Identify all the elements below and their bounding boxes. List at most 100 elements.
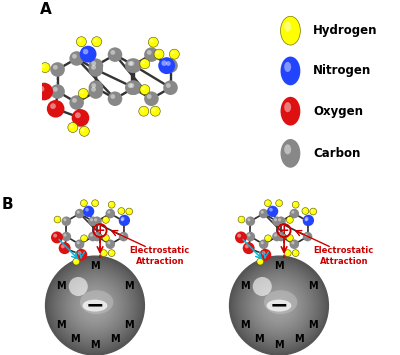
Circle shape: [260, 286, 298, 325]
Circle shape: [127, 209, 129, 212]
Circle shape: [74, 284, 116, 327]
Circle shape: [284, 250, 291, 257]
Circle shape: [63, 274, 126, 337]
Circle shape: [110, 251, 112, 253]
Circle shape: [102, 251, 104, 253]
Circle shape: [266, 201, 268, 203]
Circle shape: [91, 87, 96, 92]
Circle shape: [77, 211, 80, 214]
Circle shape: [264, 200, 271, 207]
Circle shape: [75, 286, 115, 325]
Circle shape: [280, 16, 300, 45]
Circle shape: [233, 260, 325, 351]
Circle shape: [74, 260, 76, 262]
Circle shape: [256, 282, 302, 329]
Circle shape: [144, 92, 159, 106]
Circle shape: [252, 279, 306, 332]
Circle shape: [88, 299, 102, 313]
Circle shape: [235, 231, 247, 244]
Text: −: −: [270, 296, 288, 316]
Circle shape: [150, 106, 160, 116]
Circle shape: [127, 81, 141, 95]
Circle shape: [40, 62, 50, 72]
Text: M: M: [274, 340, 284, 350]
Circle shape: [50, 261, 140, 350]
Circle shape: [275, 301, 283, 310]
Circle shape: [240, 266, 318, 345]
Circle shape: [89, 58, 103, 73]
Circle shape: [142, 61, 145, 64]
Circle shape: [81, 128, 84, 131]
Circle shape: [303, 217, 312, 226]
Text: M: M: [56, 320, 66, 330]
Circle shape: [82, 293, 108, 319]
Circle shape: [147, 94, 152, 99]
Circle shape: [119, 217, 128, 226]
Circle shape: [56, 267, 134, 344]
Circle shape: [93, 304, 97, 307]
Circle shape: [81, 291, 109, 320]
Circle shape: [72, 283, 118, 328]
Circle shape: [288, 236, 290, 238]
Circle shape: [265, 292, 293, 319]
Circle shape: [70, 124, 73, 128]
Circle shape: [50, 84, 65, 99]
Circle shape: [241, 267, 317, 344]
Circle shape: [262, 288, 296, 323]
Circle shape: [139, 106, 149, 116]
Circle shape: [53, 264, 137, 347]
Circle shape: [100, 250, 107, 257]
Circle shape: [261, 288, 297, 323]
Circle shape: [264, 291, 294, 321]
Circle shape: [106, 209, 115, 218]
Circle shape: [80, 46, 96, 62]
Circle shape: [81, 292, 109, 319]
Circle shape: [78, 289, 112, 322]
Circle shape: [274, 300, 284, 311]
Circle shape: [120, 234, 124, 237]
Circle shape: [163, 58, 178, 73]
Circle shape: [56, 266, 134, 345]
Circle shape: [61, 272, 129, 340]
Circle shape: [62, 232, 71, 241]
Circle shape: [260, 287, 298, 324]
Circle shape: [276, 302, 282, 308]
Circle shape: [303, 209, 306, 211]
Text: M: M: [70, 334, 80, 344]
Text: Electrostatic
Attraction: Electrostatic Attraction: [130, 246, 190, 266]
Circle shape: [303, 215, 314, 226]
Circle shape: [110, 94, 115, 99]
Text: Nitrogen: Nitrogen: [313, 64, 371, 77]
Circle shape: [82, 201, 84, 203]
Circle shape: [141, 108, 144, 111]
Circle shape: [247, 234, 250, 237]
Circle shape: [142, 87, 145, 90]
Circle shape: [107, 241, 110, 244]
Circle shape: [75, 209, 84, 218]
Circle shape: [71, 282, 119, 329]
Circle shape: [94, 304, 96, 307]
Circle shape: [92, 302, 98, 308]
Circle shape: [80, 90, 84, 94]
Circle shape: [310, 208, 317, 215]
Circle shape: [82, 236, 84, 238]
Circle shape: [88, 217, 98, 226]
Circle shape: [86, 297, 104, 315]
Circle shape: [237, 234, 241, 237]
Circle shape: [89, 300, 101, 312]
Circle shape: [286, 235, 293, 241]
Circle shape: [266, 293, 292, 319]
Text: M: M: [294, 334, 303, 344]
Circle shape: [126, 208, 133, 215]
Circle shape: [55, 266, 135, 345]
Circle shape: [248, 274, 310, 337]
Circle shape: [236, 262, 322, 349]
Circle shape: [68, 122, 78, 132]
Circle shape: [277, 201, 279, 203]
Circle shape: [239, 217, 242, 220]
Circle shape: [163, 81, 178, 95]
Circle shape: [91, 65, 96, 70]
Circle shape: [266, 236, 268, 238]
Circle shape: [246, 272, 312, 339]
Circle shape: [28, 88, 38, 98]
